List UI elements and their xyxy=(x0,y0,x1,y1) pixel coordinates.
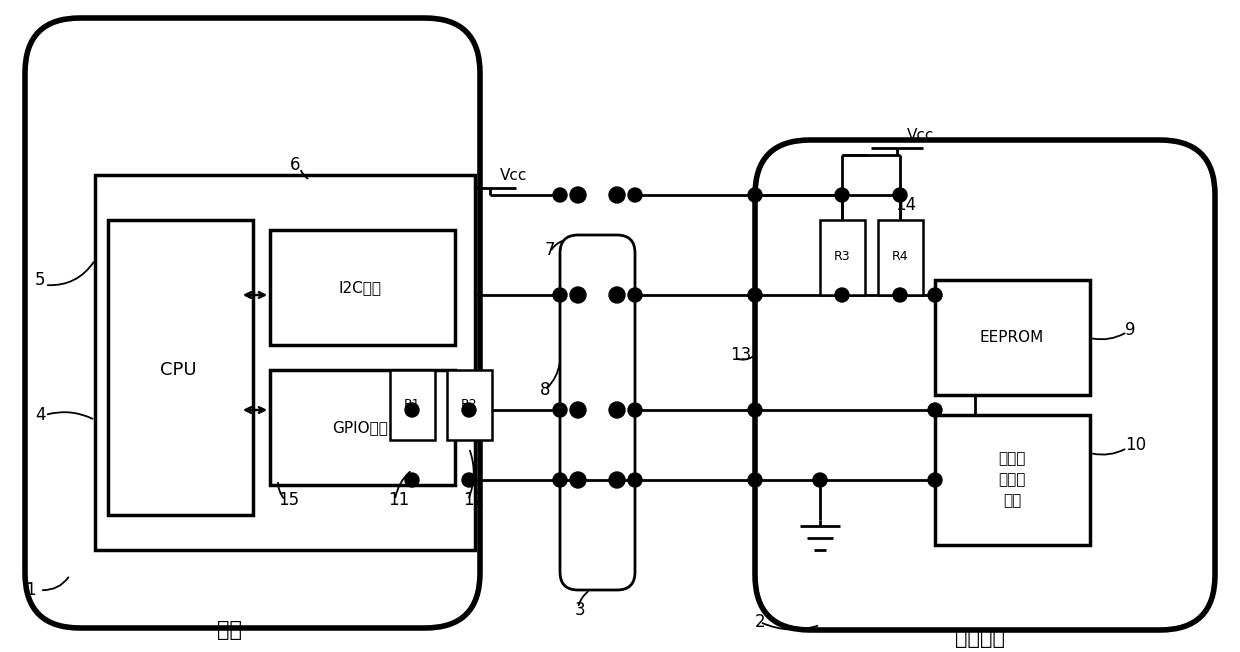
Text: 8: 8 xyxy=(539,381,551,399)
Text: 1: 1 xyxy=(25,581,36,599)
Text: GPIO接口: GPIO接口 xyxy=(332,421,388,436)
Circle shape xyxy=(835,288,849,302)
Text: I2C接口: I2C接口 xyxy=(339,280,382,295)
Circle shape xyxy=(893,188,906,202)
Text: 主机: 主机 xyxy=(217,620,243,640)
Circle shape xyxy=(748,188,763,202)
Bar xyxy=(935,415,1090,545)
Circle shape xyxy=(463,473,476,487)
Bar xyxy=(108,220,253,515)
Bar xyxy=(270,370,455,485)
Circle shape xyxy=(748,473,763,487)
Text: R4: R4 xyxy=(892,250,909,263)
Circle shape xyxy=(570,402,587,418)
Text: R1: R1 xyxy=(404,398,420,411)
Circle shape xyxy=(627,188,642,202)
Text: EEPROM: EEPROM xyxy=(980,331,1044,346)
Circle shape xyxy=(609,402,625,418)
Circle shape xyxy=(928,473,942,487)
Bar xyxy=(270,230,455,345)
Text: Vcc: Vcc xyxy=(906,128,935,143)
Text: 10: 10 xyxy=(1125,436,1146,454)
Bar xyxy=(878,220,923,295)
Circle shape xyxy=(835,188,849,202)
Circle shape xyxy=(609,287,625,303)
Bar xyxy=(820,220,866,295)
Circle shape xyxy=(609,472,625,488)
Text: 7: 7 xyxy=(546,241,556,259)
Text: R2: R2 xyxy=(461,398,477,411)
Circle shape xyxy=(553,188,567,202)
Circle shape xyxy=(928,403,942,417)
FancyBboxPatch shape xyxy=(755,140,1215,630)
Text: 6: 6 xyxy=(290,156,300,174)
Text: 12: 12 xyxy=(463,491,485,509)
FancyBboxPatch shape xyxy=(560,235,635,590)
Text: 13: 13 xyxy=(730,346,751,364)
Circle shape xyxy=(627,473,642,487)
Circle shape xyxy=(893,288,906,302)
Text: 5: 5 xyxy=(35,271,46,289)
Circle shape xyxy=(553,403,567,417)
Circle shape xyxy=(463,403,476,417)
Text: 4: 4 xyxy=(35,406,46,424)
Text: CPU: CPU xyxy=(160,361,196,379)
Text: 2: 2 xyxy=(755,613,765,631)
Circle shape xyxy=(553,473,567,487)
Text: 3: 3 xyxy=(575,601,585,619)
FancyBboxPatch shape xyxy=(25,18,480,628)
Circle shape xyxy=(609,187,625,203)
Circle shape xyxy=(748,403,763,417)
Circle shape xyxy=(928,288,942,302)
Text: Vcc: Vcc xyxy=(500,168,527,183)
Text: 9: 9 xyxy=(1125,321,1136,339)
Bar xyxy=(935,280,1090,395)
Text: R3: R3 xyxy=(833,250,851,263)
Text: 传感器
或其它
外设: 传感器 或其它 外设 xyxy=(998,451,1025,509)
Circle shape xyxy=(627,288,642,302)
Circle shape xyxy=(813,473,827,487)
Circle shape xyxy=(553,288,567,302)
Bar xyxy=(391,370,435,440)
Circle shape xyxy=(405,403,419,417)
Text: 11: 11 xyxy=(388,491,409,509)
Bar xyxy=(446,370,492,440)
Text: 15: 15 xyxy=(278,491,299,509)
Circle shape xyxy=(570,472,587,488)
Circle shape xyxy=(570,287,587,303)
Circle shape xyxy=(405,473,419,487)
Circle shape xyxy=(570,187,587,203)
Bar xyxy=(95,175,475,550)
Circle shape xyxy=(748,288,763,302)
Text: 14: 14 xyxy=(895,196,916,214)
Circle shape xyxy=(627,403,642,417)
Text: 附属配件: 附属配件 xyxy=(955,628,1004,648)
